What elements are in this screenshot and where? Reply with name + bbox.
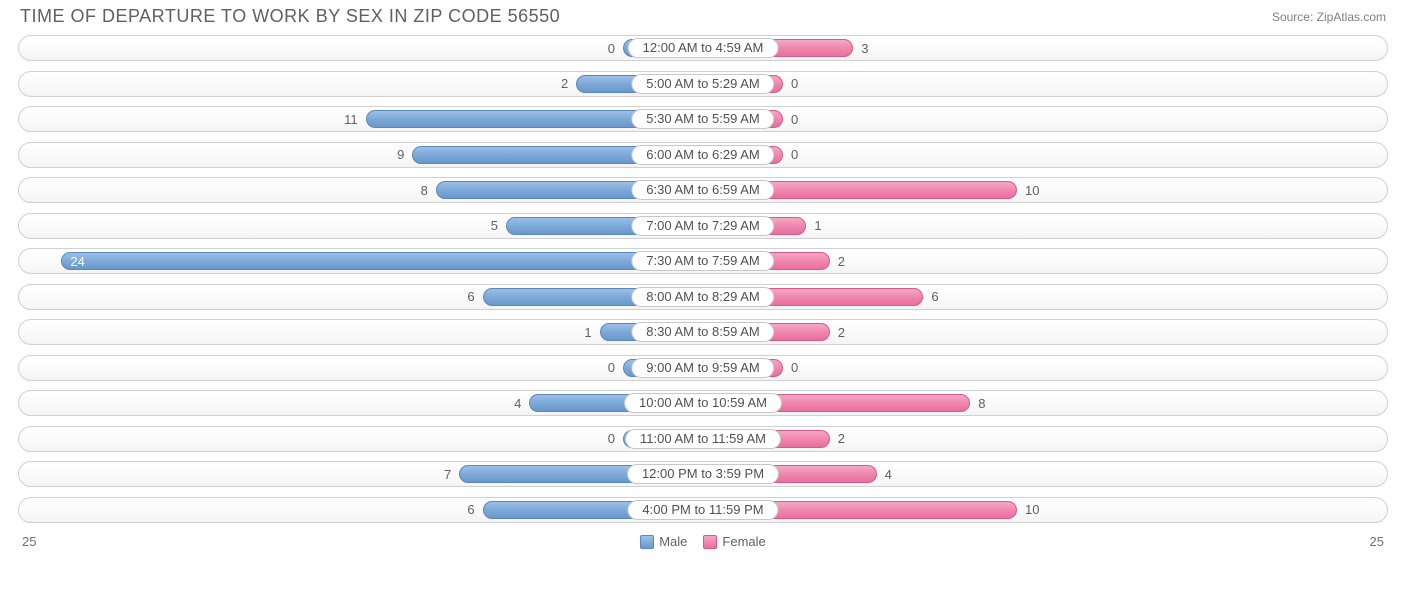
female-half: 0 [703, 72, 1387, 96]
chart-source: Source: ZipAtlas.com [1272, 10, 1386, 24]
row-label: 6:30 AM to 6:59 AM [631, 180, 774, 200]
chart-row: 4 8 10:00 AM to 10:59 AM [18, 390, 1388, 416]
female-value: 1 [814, 218, 821, 233]
chart-footer: 25 Male Female 25 [0, 532, 1406, 549]
male-value: 6 [467, 289, 474, 304]
male-half: 4 [19, 391, 703, 415]
female-half: 10 [703, 498, 1387, 522]
male-value: 5 [491, 218, 498, 233]
male-half: 0 [19, 36, 703, 60]
chart-row: 8 10 6:30 AM to 6:59 AM [18, 177, 1388, 203]
row-label: 12:00 AM to 4:59 AM [628, 38, 779, 58]
female-value: 2 [838, 254, 845, 269]
diverging-bar-chart: 0 3 12:00 AM to 4:59 AM 2 0 5:00 AM to 5:29 A… [0, 35, 1406, 523]
male-value: 7 [444, 467, 451, 482]
chart-row: 0 3 12:00 AM to 4:59 AM [18, 35, 1388, 61]
swatch-male [640, 535, 654, 549]
female-value: 6 [931, 289, 938, 304]
chart-row: 6 10 4:00 PM to 11:59 PM [18, 497, 1388, 523]
row-label: 5:30 AM to 5:59 AM [631, 109, 774, 129]
female-half: 1 [703, 214, 1387, 238]
chart-row: 24 2 7:30 AM to 7:59 AM [18, 248, 1388, 274]
legend: Male Female [640, 534, 766, 549]
female-value: 0 [791, 360, 798, 375]
male-half: 24 [19, 249, 703, 273]
female-value: 0 [791, 112, 798, 127]
male-value: 11 [344, 112, 358, 127]
female-half: 10 [703, 178, 1387, 202]
male-half: 11 [19, 107, 703, 131]
female-half: 0 [703, 143, 1387, 167]
row-label: 11:00 AM to 11:59 AM [625, 429, 781, 449]
legend-item-female: Female [703, 534, 765, 549]
female-value: 0 [791, 147, 798, 162]
legend-item-male: Male [640, 534, 687, 549]
axis-max-right: 25 [1370, 534, 1384, 549]
chart-row: 6 6 8:00 AM to 8:29 AM [18, 284, 1388, 310]
male-value: 24 [70, 254, 84, 269]
male-value: 8 [421, 183, 428, 198]
chart-header: TIME OF DEPARTURE TO WORK BY SEX IN ZIP … [0, 0, 1406, 35]
male-value: 1 [584, 325, 591, 340]
chart-row: 0 2 11:00 AM to 11:59 AM [18, 426, 1388, 452]
chart-row: 5 1 7:00 AM to 7:29 AM [18, 213, 1388, 239]
male-half: 6 [19, 285, 703, 309]
female-half: 0 [703, 356, 1387, 380]
row-label: 7:30 AM to 7:59 AM [631, 251, 774, 271]
chart-row: 7 4 12:00 PM to 3:59 PM [18, 461, 1388, 487]
female-value: 10 [1025, 183, 1039, 198]
male-half: 5 [19, 214, 703, 238]
female-value: 0 [791, 76, 798, 91]
male-half: 1 [19, 320, 703, 344]
female-value: 2 [838, 325, 845, 340]
female-half: 2 [703, 427, 1387, 451]
axis-max-left: 25 [22, 534, 36, 549]
male-value: 6 [467, 502, 474, 517]
male-half: 7 [19, 462, 703, 486]
female-value: 10 [1025, 502, 1039, 517]
male-value: 2 [561, 76, 568, 91]
female-half: 6 [703, 285, 1387, 309]
female-half: 0 [703, 107, 1387, 131]
row-label: 6:00 AM to 6:29 AM [631, 145, 774, 165]
male-bar: 24 [61, 252, 703, 270]
female-half: 3 [703, 36, 1387, 60]
row-label: 12:00 PM to 3:59 PM [627, 464, 779, 484]
female-half: 8 [703, 391, 1387, 415]
row-label: 5:00 AM to 5:29 AM [631, 74, 774, 94]
swatch-female [703, 535, 717, 549]
male-value: 0 [608, 431, 615, 446]
female-value: 8 [978, 396, 985, 411]
row-label: 10:00 AM to 10:59 AM [624, 393, 782, 413]
male-half: 0 [19, 427, 703, 451]
male-half: 2 [19, 72, 703, 96]
female-value: 3 [861, 41, 868, 56]
chart-row: 0 0 9:00 AM to 9:59 AM [18, 355, 1388, 381]
row-label: 9:00 AM to 9:59 AM [631, 358, 774, 378]
male-half: 6 [19, 498, 703, 522]
row-label: 4:00 PM to 11:59 PM [627, 500, 778, 520]
female-half: 2 [703, 320, 1387, 344]
female-value: 4 [885, 467, 892, 482]
male-value: 0 [608, 360, 615, 375]
male-half: 0 [19, 356, 703, 380]
female-value: 2 [838, 431, 845, 446]
chart-row: 2 0 5:00 AM to 5:29 AM [18, 71, 1388, 97]
female-half: 2 [703, 249, 1387, 273]
row-label: 8:30 AM to 8:59 AM [631, 322, 774, 342]
legend-male-label: Male [659, 534, 687, 549]
male-value: 9 [397, 147, 404, 162]
chart-title: TIME OF DEPARTURE TO WORK BY SEX IN ZIP … [20, 6, 560, 27]
female-half: 4 [703, 462, 1387, 486]
male-half: 9 [19, 143, 703, 167]
male-value: 0 [608, 41, 615, 56]
chart-row: 9 0 6:00 AM to 6:29 AM [18, 142, 1388, 168]
chart-row: 1 2 8:30 AM to 8:59 AM [18, 319, 1388, 345]
chart-row: 11 0 5:30 AM to 5:59 AM [18, 106, 1388, 132]
male-half: 8 [19, 178, 703, 202]
row-label: 7:00 AM to 7:29 AM [631, 216, 774, 236]
male-value: 4 [514, 396, 521, 411]
row-label: 8:00 AM to 8:29 AM [631, 287, 774, 307]
legend-female-label: Female [722, 534, 765, 549]
